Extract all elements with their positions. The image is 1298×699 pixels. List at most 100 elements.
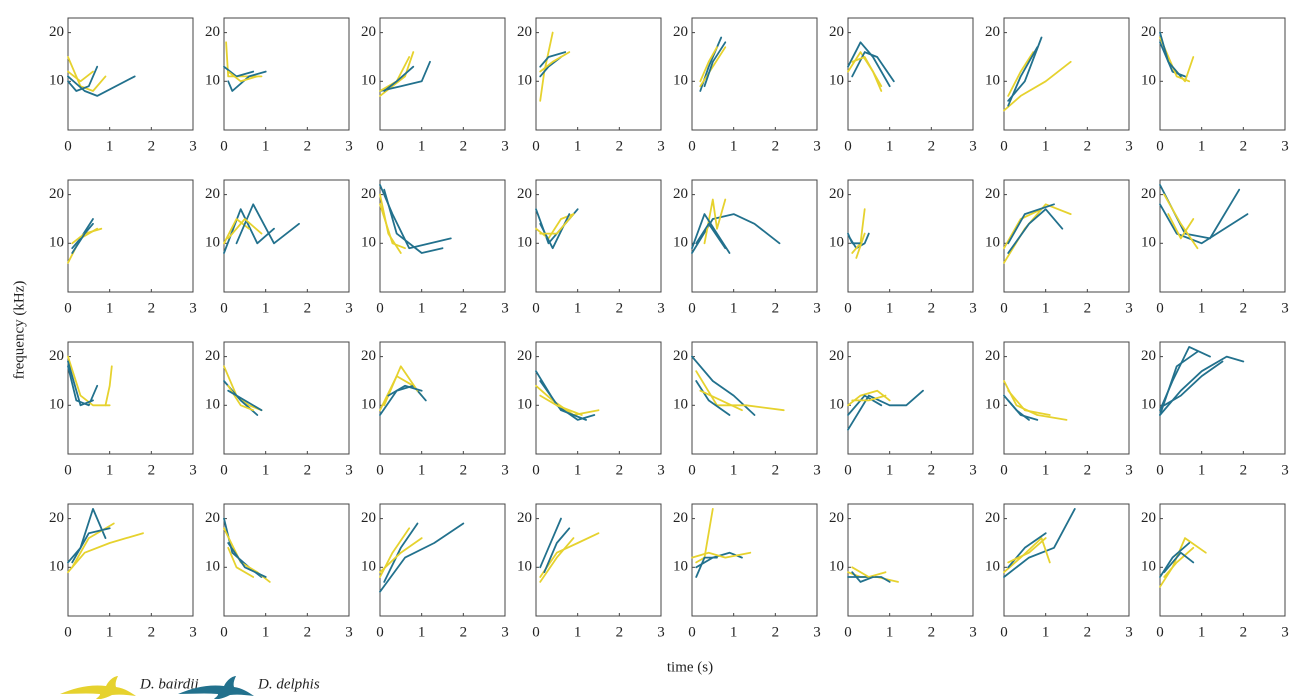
y-tick-label: 20 (205, 510, 220, 526)
panel: 0 1 2 3 10 20 (673, 17, 821, 154)
x-tick-label: 3 (501, 462, 509, 478)
x-tick-label: 1 (262, 300, 270, 316)
y-tick-label: 20 (985, 186, 1000, 202)
y-tick-label: 10 (517, 559, 532, 575)
x-tick-label: 3 (1125, 138, 1133, 154)
contour-line (695, 380, 731, 416)
panel: 0 1 2 3 10 20 (49, 341, 197, 478)
y-tick-label: 10 (829, 235, 844, 251)
legend-label: D. bairdii (139, 676, 199, 692)
x-tick-label: 0 (688, 300, 696, 316)
x-tick-label: 3 (189, 138, 197, 154)
x-tick-label: 2 (460, 138, 468, 154)
x-tick-label: 0 (376, 462, 384, 478)
contour-line (1163, 546, 1195, 578)
contour-line (847, 41, 891, 88)
legend-dolphin (178, 676, 254, 699)
contour-line (227, 542, 267, 578)
contour-line (383, 188, 444, 254)
y-tick-label: 20 (517, 510, 532, 526)
x-tick-label: 1 (1198, 462, 1206, 478)
x-tick-label: 3 (501, 138, 509, 154)
contour-line (851, 394, 887, 402)
x-tick-label: 0 (844, 300, 852, 316)
contour-line (1007, 51, 1035, 97)
x-tick-label: 1 (574, 624, 582, 640)
x-tick-label: 2 (1084, 138, 1092, 154)
y-tick-label: 20 (517, 348, 532, 364)
y-tick-label: 10 (1141, 559, 1156, 575)
panel: 0 1 2 3 10 20 (673, 179, 821, 316)
x-tick-label: 2 (148, 138, 156, 154)
y-tick-label: 10 (1141, 73, 1156, 89)
y-tick-label: 20 (49, 348, 64, 364)
x-tick-label: 0 (220, 138, 228, 154)
x-tick-label: 0 (376, 300, 384, 316)
panel: 0 1 2 3 10 20 (985, 503, 1133, 640)
panel: 0 1 2 3 10 20 (1141, 341, 1289, 478)
x-tick-label: 3 (345, 624, 353, 640)
y-tick-label: 10 (985, 73, 1000, 89)
y-tick-label: 10 (361, 73, 376, 89)
x-tick-label: 0 (1000, 300, 1008, 316)
x-tick-label: 3 (969, 300, 977, 316)
x-tick-label: 1 (730, 462, 738, 478)
contour-line (383, 65, 415, 92)
y-tick-label: 10 (361, 397, 376, 413)
y-tick-label: 20 (985, 348, 1000, 364)
x-tick-label: 0 (532, 138, 540, 154)
contour-line (847, 232, 862, 245)
contour-line (67, 355, 111, 407)
x-tick-label: 0 (688, 462, 696, 478)
x-tick-label: 3 (501, 624, 509, 640)
x-tick-label: 0 (1000, 138, 1008, 154)
plot-frame (535, 341, 662, 455)
contour-line (699, 46, 718, 83)
x-tick-label: 2 (1084, 624, 1092, 640)
x-tick-label: 0 (532, 300, 540, 316)
legend-dolphin (60, 676, 136, 699)
contour-line (227, 546, 255, 578)
y-tick-label: 20 (361, 348, 376, 364)
x-tick-label: 1 (886, 624, 894, 640)
contour-line (379, 51, 415, 97)
contour-line (535, 384, 600, 416)
x-tick-label: 1 (262, 138, 270, 154)
x-tick-label: 3 (657, 138, 665, 154)
x-tick-label: 1 (1198, 624, 1206, 640)
x-tick-label: 2 (148, 624, 156, 640)
panel: 0 1 2 3 10 20 (985, 341, 1133, 478)
contour-line (851, 571, 874, 583)
y-tick-label: 20 (673, 348, 688, 364)
y-tick-label: 20 (49, 186, 64, 202)
x-tick-label: 1 (262, 462, 270, 478)
x-tick-label: 2 (1084, 462, 1092, 478)
plot-frame (67, 179, 194, 293)
y-tick-label: 20 (985, 24, 1000, 40)
contour-line (847, 389, 924, 431)
plot-frame (535, 17, 662, 131)
y-tick-label: 20 (517, 24, 532, 40)
y-tick-label: 10 (205, 559, 220, 575)
contour-line (1007, 46, 1039, 107)
contour-line (104, 365, 113, 407)
panel: 0 1 2 3 10 20 (49, 179, 197, 316)
contour-line (703, 41, 727, 88)
x-tick-label: 0 (532, 624, 540, 640)
y-tick-label: 10 (1141, 397, 1156, 413)
y-tick-label: 20 (673, 24, 688, 40)
y-tick-label: 20 (49, 510, 64, 526)
panel: 0 1 2 3 10 20 (1141, 503, 1289, 640)
contour-line (1007, 208, 1064, 254)
x-tick-label: 1 (886, 138, 894, 154)
legend-item: D. delphis (178, 676, 320, 699)
contour-line (1007, 203, 1055, 245)
x-tick-label: 0 (220, 462, 228, 478)
contour-line (543, 527, 571, 574)
contour-line (1163, 193, 1199, 250)
x-tick-label: 3 (1281, 300, 1289, 316)
plot-frame (1159, 503, 1286, 617)
x-tick-label: 0 (376, 624, 384, 640)
x-tick-label: 2 (460, 300, 468, 316)
